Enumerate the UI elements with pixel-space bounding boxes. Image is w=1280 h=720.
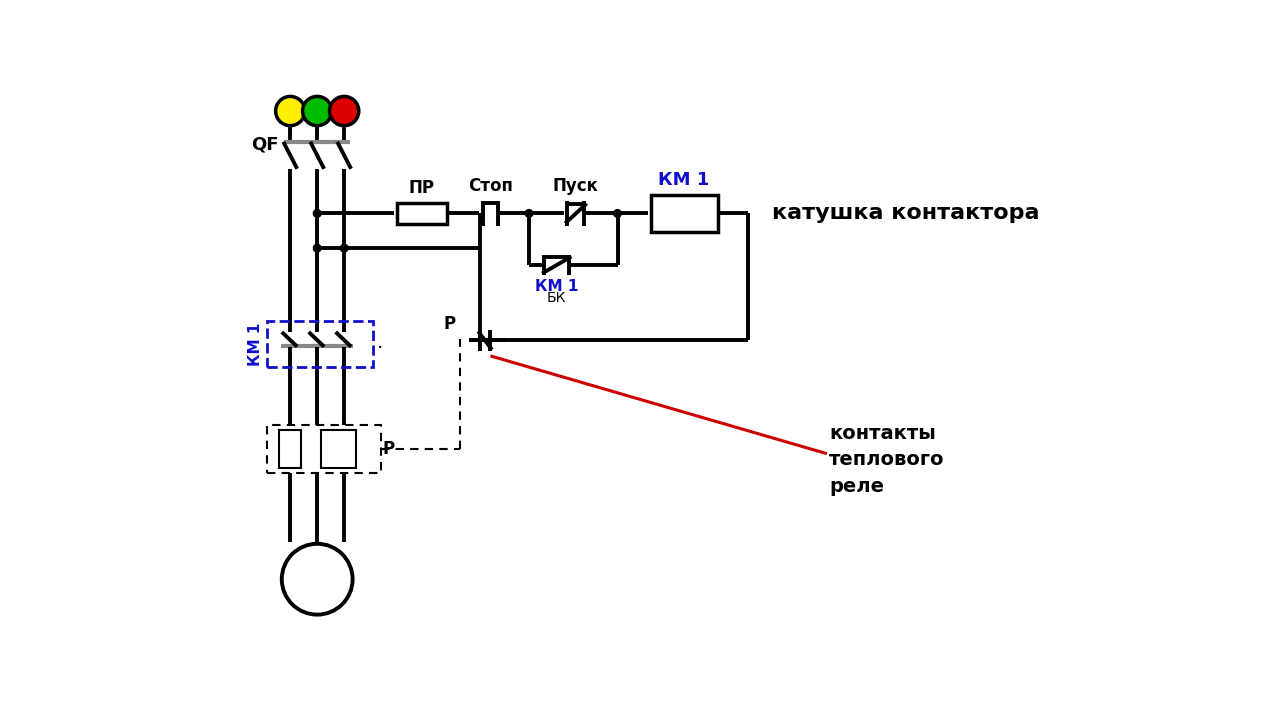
Bar: [268, 426, 381, 473]
Text: катушка контактора: катушка контактора: [772, 204, 1039, 223]
Text: Пуск: Пуск: [553, 177, 599, 195]
Circle shape: [329, 96, 358, 126]
Circle shape: [275, 96, 305, 126]
Circle shape: [340, 244, 348, 252]
Bar: [650, 195, 718, 232]
Text: A: A: [284, 104, 296, 119]
Text: контакты
теплового
реле: контакты теплового реле: [829, 424, 945, 496]
Text: БК: БК: [547, 291, 566, 305]
Bar: [279, 430, 301, 468]
Circle shape: [613, 210, 621, 217]
Circle shape: [302, 96, 332, 126]
Text: Р: Р: [444, 315, 456, 333]
Text: Стоп: Стоп: [468, 177, 513, 195]
Text: КМ 1: КМ 1: [658, 171, 709, 189]
Text: B: B: [311, 104, 323, 119]
Text: ПР: ПР: [408, 179, 434, 197]
Text: КМ 1: КМ 1: [535, 279, 579, 294]
Text: C: C: [339, 104, 349, 119]
Circle shape: [314, 210, 321, 217]
Circle shape: [282, 544, 352, 615]
Text: КМ 1: КМ 1: [248, 323, 264, 366]
Text: М: М: [306, 567, 329, 591]
Bar: [321, 430, 356, 468]
Text: QF: QF: [251, 135, 279, 153]
Circle shape: [314, 244, 321, 252]
Circle shape: [525, 210, 532, 217]
Bar: [268, 321, 374, 367]
Text: Р: Р: [383, 440, 394, 458]
Bar: [397, 202, 447, 224]
Text: .: .: [378, 333, 384, 352]
